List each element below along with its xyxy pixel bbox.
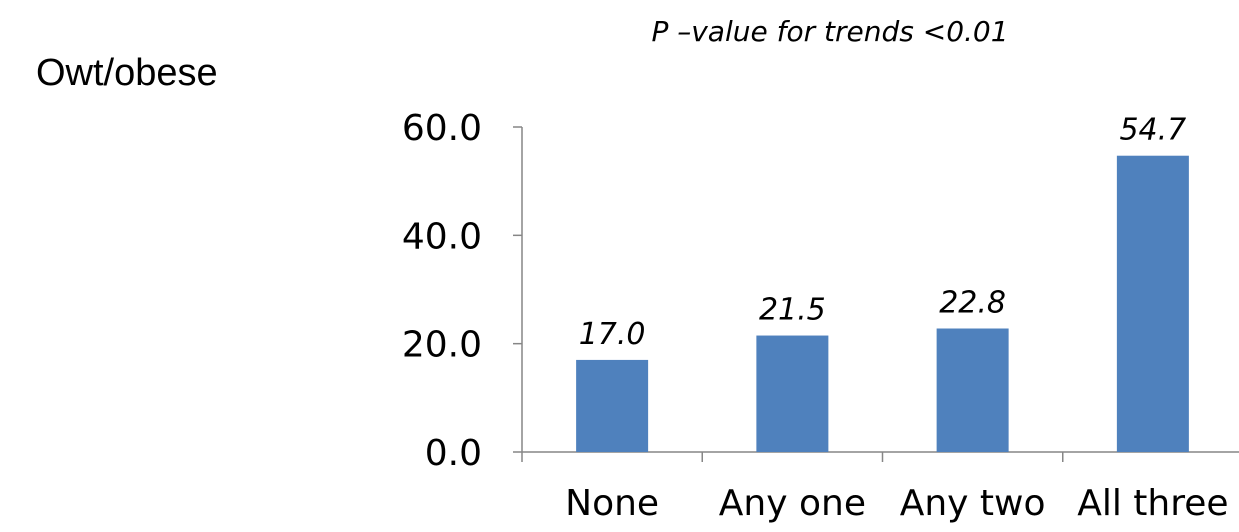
bar [576, 359, 649, 452]
y-tick-label: 60.0 [402, 108, 482, 149]
category-label: All three [1077, 483, 1228, 524]
bar [756, 335, 829, 452]
data-label: 54.7 [1119, 113, 1186, 148]
data-label: 17.0 [579, 317, 646, 352]
y-tick-label: 20.0 [402, 325, 482, 366]
bar [1116, 155, 1189, 453]
y-tick-label: 0.0 [425, 433, 482, 474]
data-label: 21.5 [759, 293, 826, 328]
y-tick-label: 40.0 [402, 216, 482, 257]
bars [576, 155, 1189, 453]
labels: 0.0 20.0 40.0 60.0 17.0 None 21.5 Any one 22.8 An… [402, 108, 1229, 524]
bar [936, 328, 1009, 452]
category-label: Any two [900, 483, 1046, 524]
chart-title: P –value for trends <0.01 [651, 15, 1008, 48]
category-label: Any one [719, 483, 866, 524]
side-label: Owt/obese [36, 52, 218, 94]
category-label: None [565, 483, 659, 524]
data-label: 22.8 [939, 286, 1006, 321]
